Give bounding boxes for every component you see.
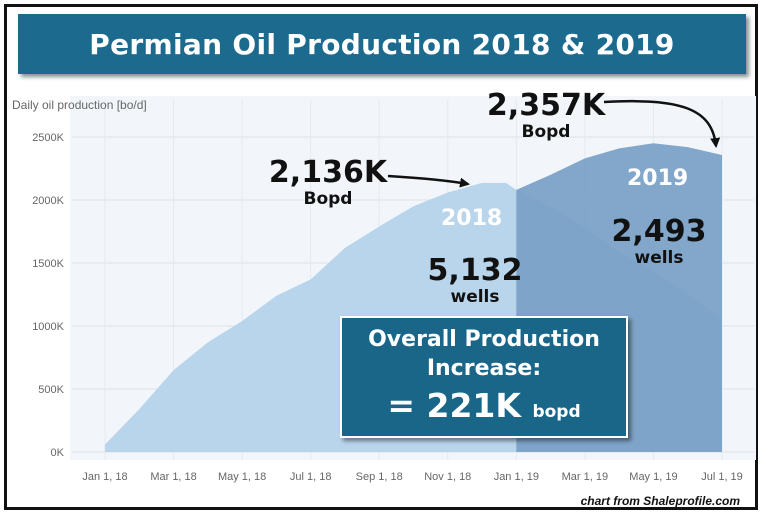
- wells-2018-value: 5,132: [427, 253, 523, 288]
- peak-2019-value: 2,357K: [486, 88, 606, 123]
- source-credit: chart from Shaleprofile.com: [580, 494, 740, 508]
- peak-2019-unit: Bopd: [521, 122, 571, 142]
- x-tick-label: Jul 1, 19: [701, 471, 743, 483]
- title-bar: Permian Oil Production 2018 & 2019: [18, 14, 746, 74]
- y-axis-ticks: 0K 500K 1000K 1500K 2000K 2500K: [32, 132, 64, 459]
- x-tick-label: Jul 1, 18: [290, 471, 332, 483]
- y-tick-label: 2000K: [32, 195, 64, 207]
- increase-unit: bopd: [532, 402, 581, 422]
- x-tick-label: Sep 1, 18: [356, 471, 403, 483]
- peak-2019-annotation: 2,357K Bopd: [486, 88, 606, 143]
- series-label-2019: 2019: [627, 166, 689, 191]
- x-tick-label: Jan 1, 18: [82, 471, 127, 483]
- x-axis-ticks: Jan 1, 18 Mar 1, 18 May 1, 18 Jul 1, 18 Sep …: [82, 471, 742, 483]
- x-tick-label: May 1, 19: [629, 471, 677, 483]
- arrow-2018-peak: [387, 174, 470, 188]
- chart-title: Permian Oil Production 2018 & 2019: [89, 27, 675, 61]
- wells-2019-value: 2,493: [611, 214, 707, 249]
- wells-2018-unit: wells: [450, 287, 500, 307]
- peak-2018-annotation: 2,136K Bopd: [268, 155, 388, 210]
- x-tick-label: Mar 1, 18: [150, 471, 196, 483]
- y-tick-label: 1000K: [32, 321, 64, 333]
- wells-2018-annotation: 5,132 wells: [420, 253, 530, 308]
- increase-value: = 221K: [387, 386, 521, 425]
- increase-line1: Overall Production: [368, 327, 600, 352]
- arrow-2019-peak: [603, 99, 721, 148]
- y-tick-label: 0K: [51, 447, 65, 459]
- wells-2019-annotation: 2,493 wells: [604, 214, 714, 269]
- increase-line2: Increase:: [426, 356, 542, 381]
- increase-value-row: = 221K bopd: [342, 388, 626, 430]
- y-tick-label: 1500K: [32, 258, 64, 270]
- series-label-2018: 2018: [441, 206, 503, 231]
- y-tick-label: 2500K: [32, 132, 64, 144]
- y-axis-label: Daily oil production [bo/d]: [12, 98, 147, 112]
- x-tick-label: May 1, 18: [218, 471, 266, 483]
- peak-2018-value: 2,136K: [268, 155, 388, 190]
- x-tick-label: Mar 1, 19: [562, 471, 608, 483]
- wells-2019-unit: wells: [634, 248, 684, 268]
- y-tick-label: 500K: [38, 384, 64, 396]
- x-tick-label: Jan 1, 19: [494, 471, 539, 483]
- production-increase-box: Overall Production Increase: = 221K bopd: [340, 316, 628, 438]
- x-tick-label: Nov 1, 18: [424, 471, 471, 483]
- peak-2018-unit: Bopd: [303, 189, 353, 209]
